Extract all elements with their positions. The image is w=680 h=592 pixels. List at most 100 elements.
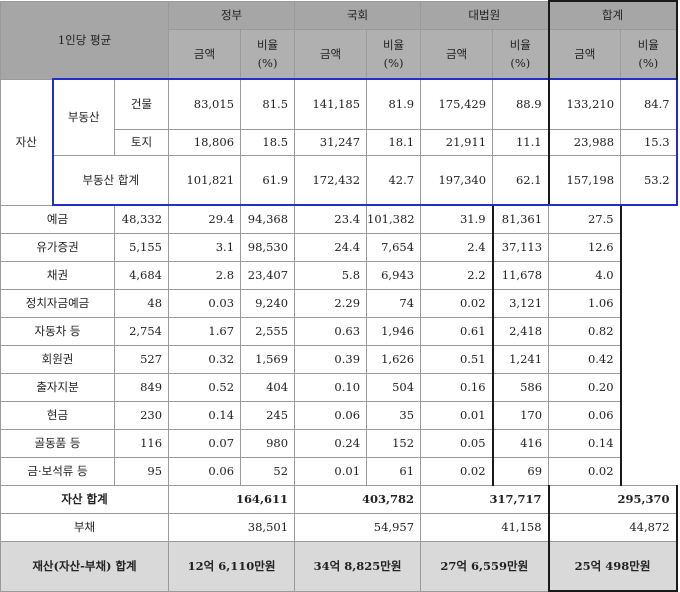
cell-amount: 69 (491, 456, 550, 486)
real-estate-total-label: 부동산 합계 (51, 154, 170, 206)
group-header-supreme-court: 대법원 (420, 0, 550, 30)
row-label: 건물 (113, 78, 170, 130)
cell-amount: 98,530 (240, 232, 296, 262)
header-row-subcolumns: 금액 비율 (%) 금액 비율 (%) 금액 비율 (%) 금액 비율 (%) (1, 28, 678, 80)
table-row: 토지 18,806 18.5 31,247 18.1 21,911 11.1 2… (1, 128, 678, 156)
cell-ratio: 0.24 (294, 428, 368, 458)
ratio-header: 비율 (%) (366, 28, 422, 80)
liabilities-row: 부채 38,501 54,957 41,158 44,872 (0, 512, 678, 542)
cell-amount: 230 (113, 400, 170, 430)
cell-ratio: 0.14 (168, 400, 242, 430)
table-row: 정치자금예금 48 0.03 9,240 2.29 74 0.02 3,121 … (0, 288, 677, 318)
row-label: 유가증권 (0, 232, 115, 262)
cell-amount: 37,113 (491, 232, 550, 262)
cell-amount: 504 (366, 372, 422, 402)
cell-liability: 44,872 (547, 512, 678, 542)
cell-amount: 52 (240, 456, 296, 486)
cell-amount: 1,569 (240, 344, 296, 374)
group-header-government: 정부 (168, 0, 296, 30)
cell-ratio: 0.02 (548, 456, 622, 486)
cell-ratio: 0.05 (420, 428, 494, 458)
asset-total-label: 자산 합계 (0, 484, 170, 514)
row-label: 토지 (113, 128, 170, 156)
cell-ratio: 0.14 (548, 428, 622, 458)
cell-net-worth: 27억 6,559만원 (420, 540, 550, 592)
cell-amount: 157,198 (547, 154, 622, 206)
amount-header: 금액 (420, 28, 494, 80)
cell-ratio: 0.02 (420, 288, 494, 318)
cell-ratio: 5.8 (294, 260, 368, 290)
cell-amount: 35 (366, 400, 422, 430)
section-label-assets: 자산 (0, 78, 53, 206)
cell-ratio: 0.01 (294, 456, 368, 486)
cell-ratio: 2.29 (294, 288, 368, 318)
cell-ratio: 0.06 (548, 400, 622, 430)
cell-amount: 95 (113, 456, 170, 486)
cell-amount: 849 (113, 372, 170, 402)
amount-header: 금액 (547, 28, 622, 80)
cell-net-worth: 34억 8,825만원 (294, 540, 422, 592)
cell-ratio: 3.1 (168, 232, 242, 262)
row-label: 채권 (0, 260, 115, 290)
cell-ratio: 0.16 (420, 372, 494, 402)
cell-ratio: 0.06 (168, 456, 242, 486)
header-row-groups: 1인당 평균 정부 국회 대법원 합계 (0, 0, 678, 80)
cell-amount: 152 (366, 428, 422, 458)
cell-amount: 61 (366, 456, 422, 486)
net-worth-row: 재산(자산-부채) 합계 12억 6,110만원 34억 8,825만원 27억… (0, 540, 678, 592)
ratio-header: 비율 (%) (240, 28, 296, 80)
row-label: 자동차 등 (0, 316, 115, 346)
cell-ratio: 81.9 (366, 78, 422, 130)
row-label: 예금 (0, 204, 115, 234)
cell-amount: 31,247 (294, 128, 368, 156)
row-label: 회원권 (0, 344, 115, 374)
cell-amount: 1,626 (366, 344, 422, 374)
cell-ratio: 62.1 (492, 154, 550, 206)
cell-amount: 133,210 (547, 78, 622, 130)
cell-ratio: 4.0 (548, 260, 622, 290)
cell-ratio: 0.07 (168, 428, 242, 458)
cell-ratio: 0.02 (420, 456, 494, 486)
cell-ratio: 18.1 (366, 128, 422, 156)
cell-ratio: 0.82 (548, 316, 622, 346)
cell-amount: 23,988 (547, 128, 622, 156)
cell-ratio: 0.39 (294, 344, 368, 374)
cell-ratio: 53.2 (620, 154, 678, 206)
cell-ratio: 18.5 (240, 128, 296, 156)
cell-net-worth: 12억 6,110만원 (168, 540, 296, 592)
cell-total: 403,782 (294, 484, 422, 514)
cell-total: 164,611 (168, 484, 296, 514)
cell-net-worth: 25억 498만원 (547, 540, 678, 592)
ratio-header: 비율 (%) (492, 28, 550, 80)
amount-header: 금액 (168, 28, 242, 80)
cell-ratio: 81.5 (240, 78, 296, 130)
cell-amount: 11,678 (491, 260, 550, 290)
cell-amount: 980 (240, 428, 296, 458)
cell-amount: 170 (491, 400, 550, 430)
cell-amount: 3,121 (491, 288, 550, 318)
row-label: 정치자금예금 (0, 288, 115, 318)
cell-amount: 4,684 (113, 260, 170, 290)
cell-amount: 416 (491, 428, 550, 458)
cell-amount: 1,241 (491, 344, 550, 374)
row-label: 출자지분 (0, 372, 115, 402)
cell-amount: 1,946 (366, 316, 422, 346)
cell-ratio: 0.32 (168, 344, 242, 374)
cell-amount: 586 (491, 372, 550, 402)
cell-liability: 54,957 (294, 512, 422, 542)
row-label: 현금 (0, 400, 115, 430)
cell-amount: 116 (113, 428, 170, 458)
cell-amount: 527 (113, 344, 170, 374)
cell-amount: 172,432 (294, 154, 368, 206)
cell-liability: 38,501 (168, 512, 296, 542)
cell-amount: 245 (240, 400, 296, 430)
other-assets: 예금 48,332 29.4 94,368 23.4 101,382 31.9 … (0, 204, 677, 486)
cell-ratio: 2.2 (420, 260, 494, 290)
cell-ratio: 42.7 (366, 154, 422, 206)
cell-ratio: 2.4 (420, 232, 494, 262)
cell-ratio: 1.06 (548, 288, 622, 318)
cell-ratio: 1.67 (168, 316, 242, 346)
cell-ratio: 0.10 (294, 372, 368, 402)
cell-ratio: 2.8 (168, 260, 242, 290)
